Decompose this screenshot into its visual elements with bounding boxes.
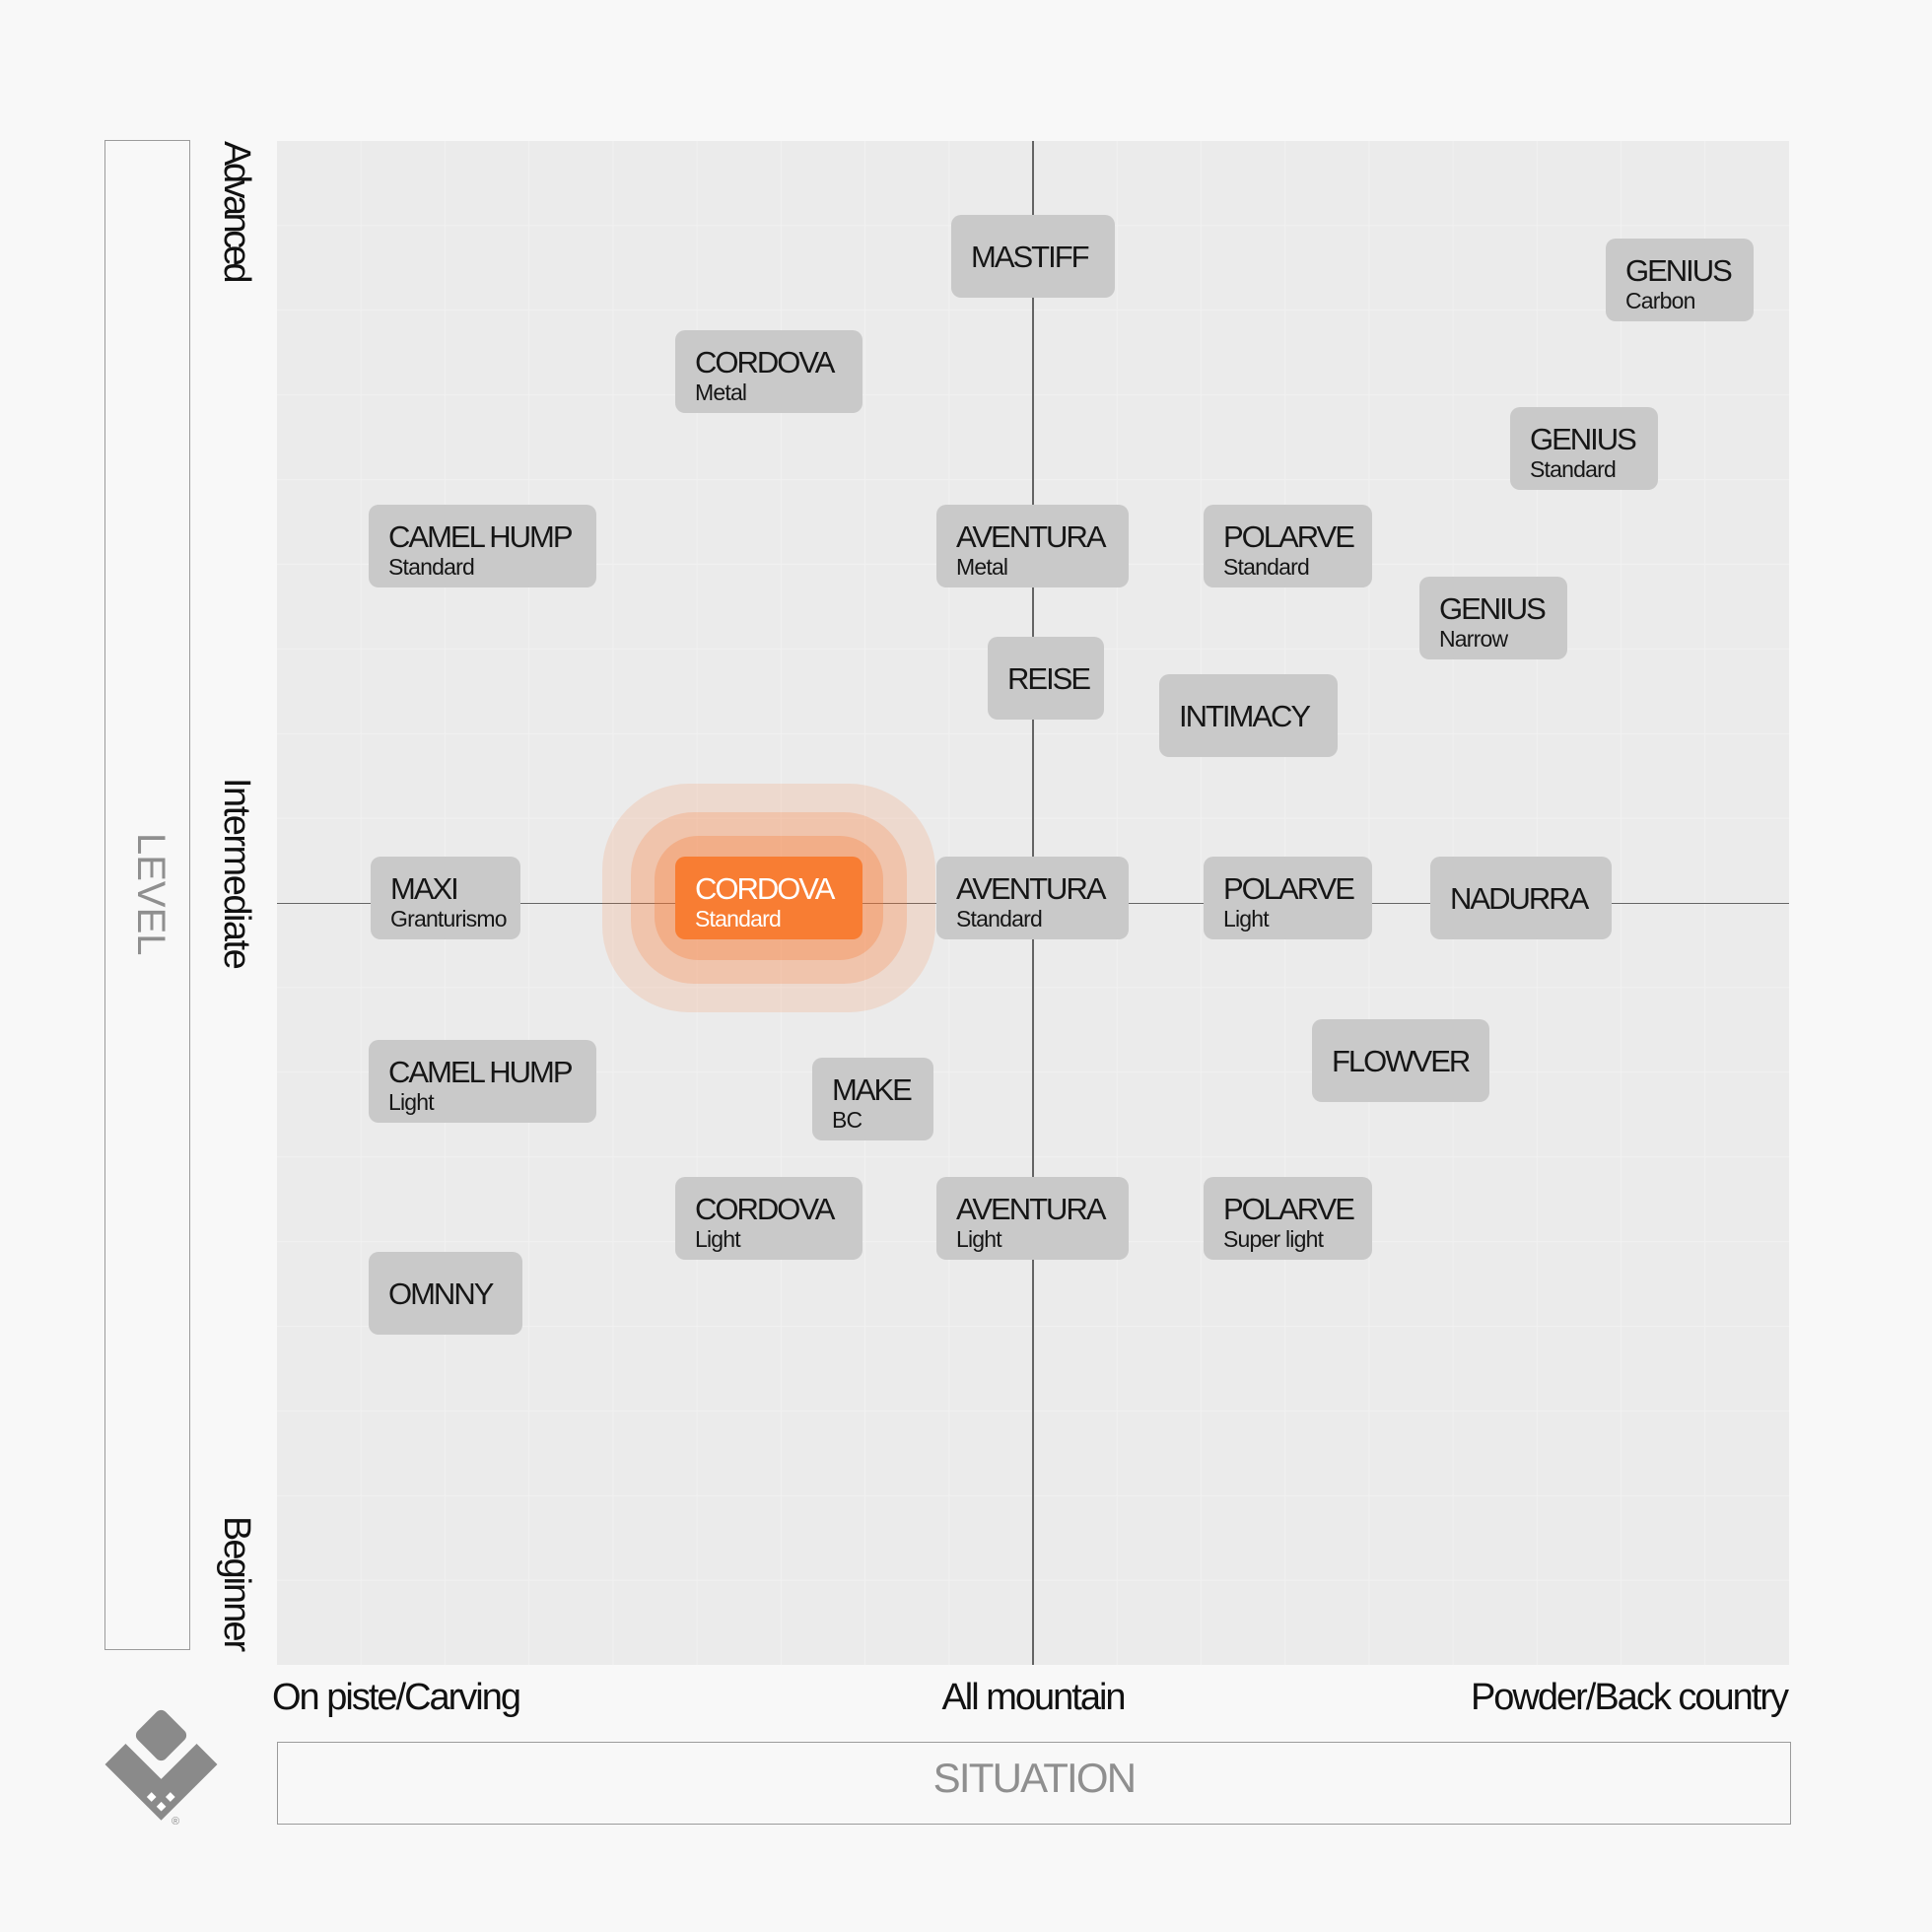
svg-text:®: ® [172, 1816, 179, 1828]
